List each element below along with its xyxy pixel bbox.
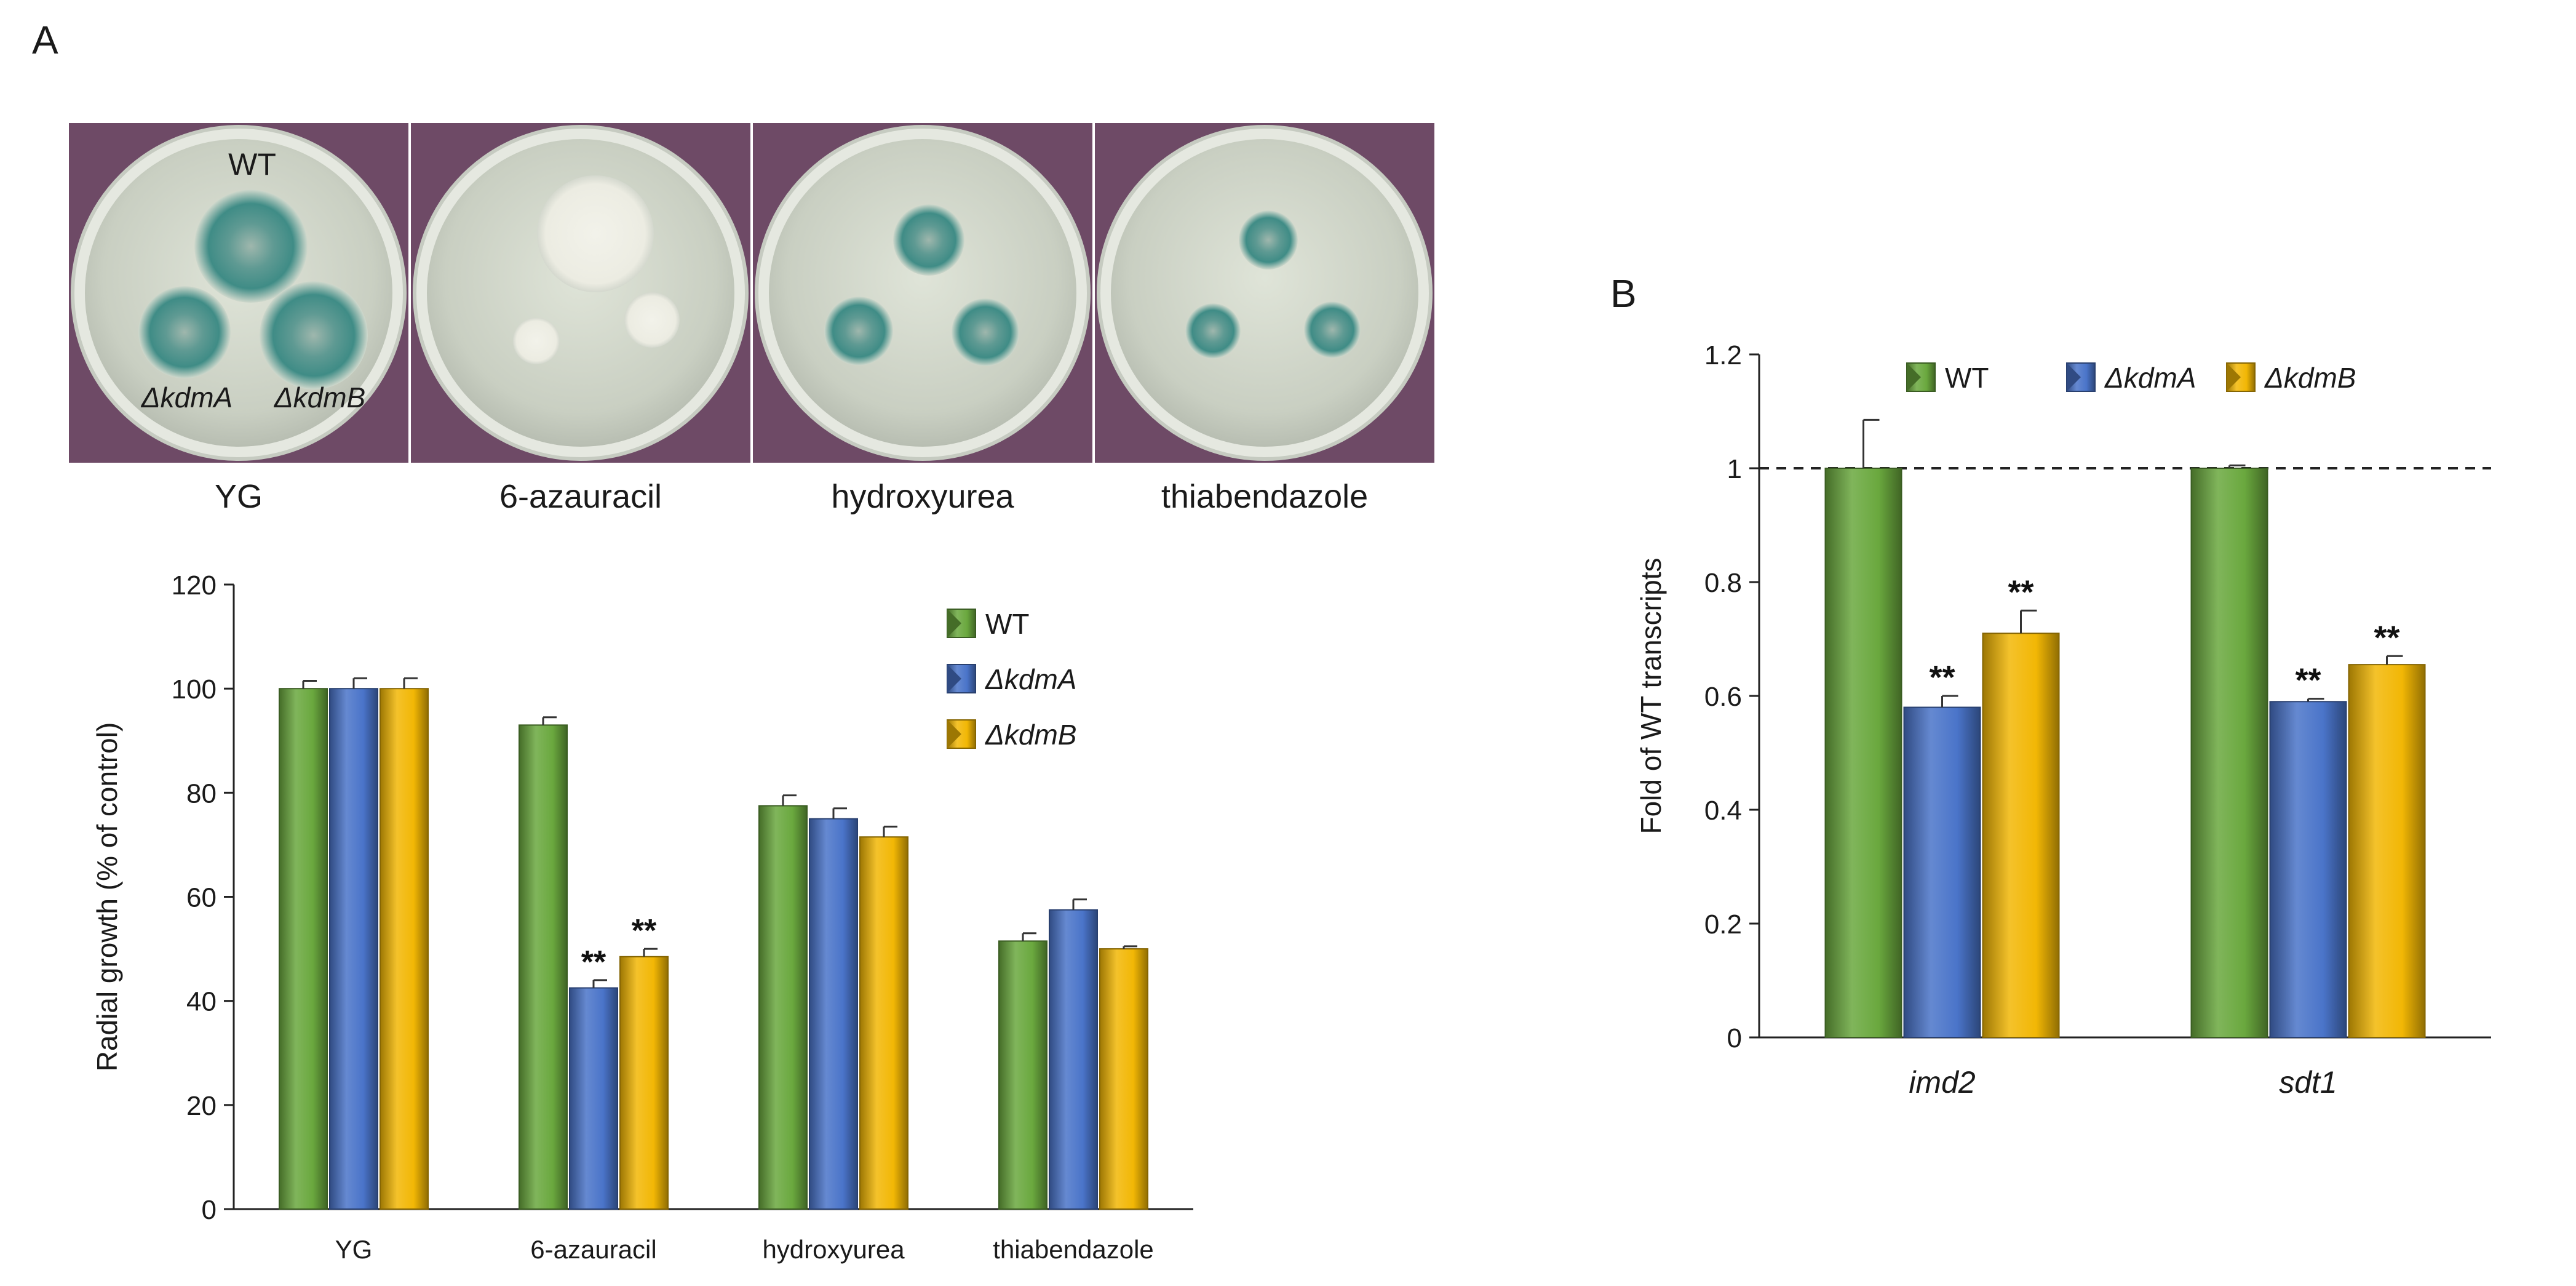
colony-kdmb-thiabendazole	[1304, 302, 1361, 358]
plate-yg: WT ΔkdmA ΔkdmB	[69, 123, 408, 463]
y-tick-label: 20	[186, 1091, 217, 1121]
y-tick-label: 40	[186, 987, 217, 1017]
y-tick-label: 1.2	[1704, 340, 1742, 370]
significance-label: **	[2295, 662, 2321, 699]
plate-6-azauracil	[411, 123, 750, 463]
y-tick-label: 0.2	[1704, 909, 1742, 940]
legend-label-wt: WT	[1945, 362, 1989, 394]
legend-label-kdmb: ΔkdmB	[985, 719, 1076, 751]
colony-kdmb-yg	[260, 281, 368, 389]
x-tick-label-thiabendazole: thiabendazole	[993, 1235, 1154, 1264]
x-tick-label-hydroxyurea: hydroxyurea	[762, 1235, 905, 1264]
significance-label: **	[632, 913, 657, 949]
legend-swatch-shade-kdma	[947, 665, 961, 693]
legend-label-wt: WT	[985, 608, 1030, 640]
y-axis-label: Fold of WT transcripts	[1635, 557, 1667, 834]
bar-kdma-sdt1	[2269, 701, 2347, 1038]
colony-kdma-azauracil	[513, 318, 560, 364]
colony-kdmb-hydroxyurea	[952, 298, 1019, 366]
bar-kdma-6-azauracil	[569, 987, 618, 1210]
legend-label-kdma: ΔkdmA	[985, 663, 1076, 695]
y-tick-label: 0.8	[1704, 568, 1742, 598]
legend-swatch-shade-kdmb	[947, 720, 961, 748]
plate-label-wt: WT	[228, 147, 276, 182]
colony-kdma-yg	[138, 286, 231, 378]
y-tick-label: 0.6	[1704, 682, 1742, 712]
bar-kdmb-thiabendazole	[1099, 948, 1148, 1210]
y-tick-label: 100	[172, 674, 217, 705]
colony-kdmb-azauracil	[624, 292, 680, 348]
plate-label-kdma: ΔkdmA	[141, 381, 233, 413]
plate-hydroxyurea	[753, 123, 1092, 463]
legend-swatch-shade-kdmb	[2227, 363, 2241, 391]
bar-wt-yg	[279, 688, 328, 1210]
y-tick-label: 0	[202, 1195, 217, 1225]
plate-caption-yg: YG	[214, 478, 263, 515]
bar-kdmb-sdt1	[2348, 664, 2426, 1038]
bar-kdmb-6-azauracil	[619, 956, 669, 1210]
bar-kdmb-imd2	[1982, 633, 2060, 1038]
chart-b-transcripts: 0 0.2 0.4 0.6 0.8 1 1.2 Fold of WT transcripts *…	[1635, 340, 2491, 1100]
y-tick-label: 1	[1727, 454, 1742, 484]
plate-thiabendazole	[1095, 123, 1434, 463]
bar-wt-thiabendazole	[998, 940, 1047, 1210]
significance-label: **	[1929, 659, 1955, 696]
y-axis-label: Radial growth (% of control)	[91, 722, 123, 1072]
bar-kdma-yg	[329, 688, 378, 1210]
plate-label-kdmb: ΔkdmB	[274, 381, 365, 413]
significance-label: **	[2374, 619, 2399, 656]
x-tick-label-imd2: imd2	[1909, 1065, 1976, 1100]
y-tick-label: 0	[1727, 1023, 1742, 1053]
colony-kdma-thiabendazole	[1185, 303, 1241, 359]
significance-label: **	[581, 945, 606, 980]
x-tick-label-6-azauracil: 6-azauracil	[530, 1235, 656, 1264]
bar-wt-imd2	[1824, 468, 1902, 1038]
panel-label-b: B	[1610, 271, 1637, 316]
y-tick-label: 120	[172, 570, 217, 601]
bar-kdma-thiabendazole	[1049, 909, 1098, 1210]
legend-label-kdma: ΔkdmA	[2104, 362, 2196, 394]
bar-kdma-imd2	[1903, 706, 1981, 1038]
y-tick-label: 80	[186, 778, 217, 809]
y-tick-label: 60	[186, 883, 217, 913]
chart-a-radial-growth: 0 20 40 60 80 100 120 Radial growth (% of contr…	[91, 570, 1193, 1264]
plates-photo-strip: WT ΔkdmA ΔkdmB	[69, 123, 1434, 463]
legend-swatch-shade-kdma	[2067, 363, 2081, 391]
plate-caption-6-azauracil: 6-azauracil	[499, 478, 662, 515]
bar-kdma-hydroxyurea	[809, 818, 858, 1210]
bar-wt-hydroxyurea	[758, 805, 808, 1210]
x-tick-label-sdt1: sdt1	[2279, 1065, 2337, 1100]
significance-label: **	[2008, 573, 2033, 610]
legend-swatch-shade-wt	[947, 609, 961, 637]
bar-wt-sdt1	[2190, 468, 2268, 1038]
x-tick-label-yg: YG	[335, 1235, 373, 1264]
bar-wt-6-azauracil	[519, 724, 568, 1210]
bar-kdmb-yg	[380, 688, 429, 1210]
colony-wt-azauracil	[537, 175, 654, 292]
colony-wt-thiabendazole	[1239, 210, 1298, 270]
y-tick-label: 0.4	[1704, 796, 1742, 826]
plate-caption-thiabendazole: thiabendazole	[1161, 478, 1369, 515]
panel-label-a: A	[32, 18, 58, 62]
legend-swatch-shade-wt	[1907, 363, 1921, 391]
plate-caption-hydroxyurea: hydroxyurea	[831, 478, 1014, 515]
colony-wt-hydroxyurea	[893, 204, 964, 276]
colony-wt-yg	[194, 190, 308, 303]
bar-kdmb-hydroxyurea	[859, 836, 908, 1210]
legend-label-kdmb: ΔkdmB	[2264, 362, 2356, 394]
colony-kdma-hydroxyurea	[824, 297, 893, 365]
